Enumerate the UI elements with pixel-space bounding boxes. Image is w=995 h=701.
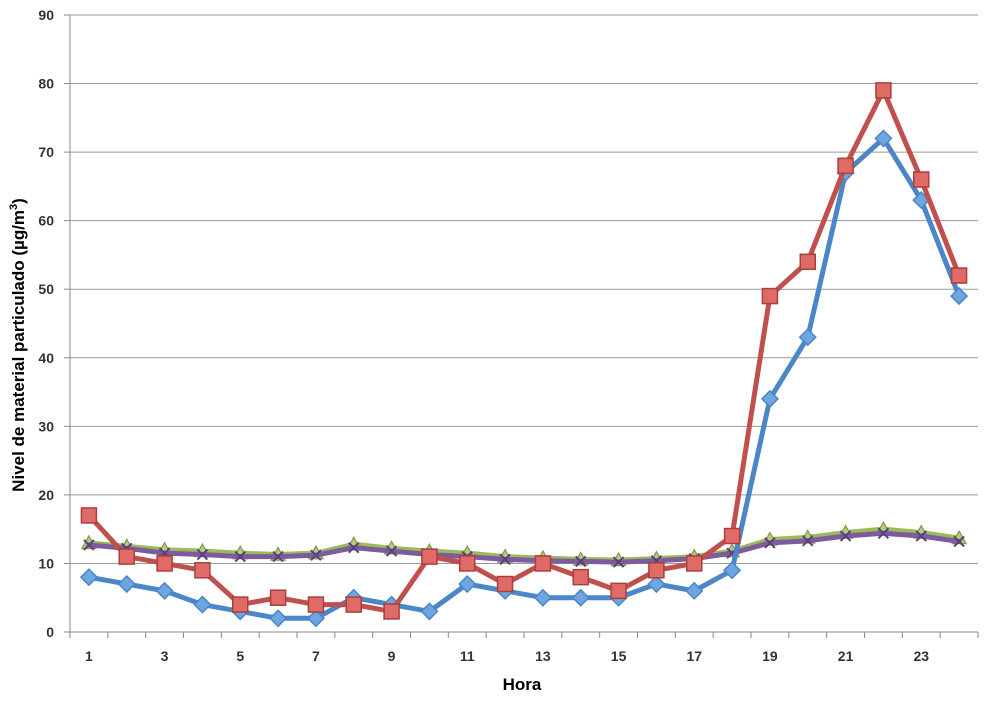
x-tick-label: 11 [460, 648, 475, 664]
data-point [156, 555, 173, 572]
x-tick-label: 23 [913, 648, 929, 664]
y-tick-label: 70 [38, 144, 54, 160]
x-tick-label: 21 [838, 648, 854, 664]
y-tick-label: 50 [38, 281, 54, 297]
x-tick-label: 1 [85, 648, 93, 664]
data-point [839, 530, 852, 542]
data-point [345, 596, 362, 613]
axes [64, 14, 979, 638]
data-point [877, 527, 890, 539]
data-point [80, 507, 98, 524]
data-point [193, 595, 212, 614]
series-line [86, 530, 962, 565]
data-point [83, 539, 95, 551]
data-point [685, 581, 704, 600]
y-tick-label: 20 [38, 487, 54, 503]
data-point [950, 267, 968, 284]
data-point [79, 568, 98, 587]
data-point [913, 171, 930, 188]
x-axis-title: Hora [503, 675, 542, 694]
data-point [458, 574, 477, 594]
y-tick-label: 80 [38, 76, 54, 92]
data-point [802, 535, 814, 547]
gridlines [70, 14, 978, 564]
series-line [86, 526, 962, 563]
x-tick-label: 13 [535, 648, 551, 664]
data-point [269, 609, 288, 628]
data-point [571, 588, 590, 607]
data-point [383, 603, 400, 620]
data-point [875, 82, 892, 99]
x-tick-label: 15 [611, 648, 627, 664]
x-tick-label: 17 [686, 648, 702, 664]
data-point [575, 555, 587, 568]
data-point [612, 556, 625, 568]
data-point [837, 157, 854, 175]
data-point [421, 548, 438, 565]
data-point [234, 550, 246, 563]
data-point [459, 555, 476, 572]
data-point [723, 527, 741, 545]
data-point [117, 574, 136, 594]
data-point [385, 545, 398, 557]
data-point [950, 287, 969, 306]
data-point [723, 561, 742, 580]
y-axis-title-main: Nivel de material particulado (µg/m [9, 210, 28, 492]
y-axis-title-close: ) [9, 198, 28, 204]
data-point [194, 562, 211, 579]
y-axis-title: Nivel de material particulado (µg/m3) [8, 198, 28, 492]
data-point [496, 575, 514, 593]
data-point [798, 328, 817, 347]
data-point [764, 537, 776, 549]
y-tick-label: 30 [38, 418, 54, 434]
data-point [534, 555, 552, 572]
y-axis-title-superscript: 3 [8, 204, 20, 210]
data-point [761, 287, 779, 305]
data-point [155, 581, 174, 600]
data-point [686, 555, 703, 572]
data-point [269, 589, 287, 606]
data-point [760, 389, 779, 408]
data-point [118, 548, 135, 565]
y-tick-label: 90 [38, 7, 54, 23]
y-tick-label: 60 [38, 213, 54, 229]
data-point [499, 553, 511, 566]
data-point [647, 574, 666, 594]
series-4 [83, 527, 965, 568]
data-point [306, 609, 325, 628]
data-point [915, 530, 927, 542]
data-point [874, 129, 893, 148]
series-2 [80, 82, 968, 620]
data-point [232, 596, 249, 613]
series-group [79, 82, 969, 628]
x-tick-label: 3 [161, 648, 169, 664]
y-tick-label: 0 [46, 624, 54, 640]
y-tick-label: 40 [38, 350, 54, 366]
data-point [953, 535, 965, 548]
data-point [348, 541, 360, 554]
data-point [420, 602, 439, 621]
x-tick-label: 7 [312, 648, 320, 664]
data-point [310, 549, 322, 561]
data-point [307, 596, 325, 613]
data-point [196, 548, 209, 561]
data-point [610, 582, 627, 600]
data-point [272, 550, 284, 563]
data-point [572, 568, 589, 586]
y-tick-label: 10 [38, 555, 54, 571]
data-point [533, 588, 552, 607]
data-point [799, 253, 816, 271]
x-tick-label: 19 [762, 648, 778, 664]
data-point [648, 562, 665, 579]
x-tick-label: 9 [388, 648, 396, 664]
x-tick-label: 5 [236, 648, 244, 664]
